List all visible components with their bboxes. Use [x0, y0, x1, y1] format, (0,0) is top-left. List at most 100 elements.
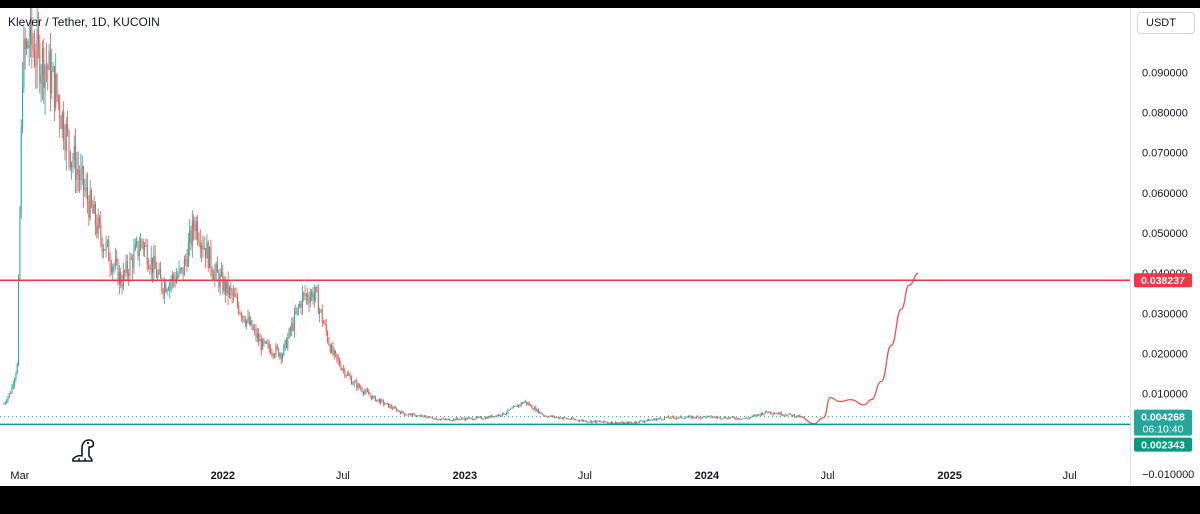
currency-selector[interactable]: USDT [1137, 12, 1195, 34]
candle-body [454, 418, 456, 421]
candle-body [584, 420, 586, 422]
candle-body [201, 245, 203, 250]
candle-body [8, 393, 10, 397]
y-tick-label: 0.070000 [1142, 148, 1188, 160]
candle-body [356, 381, 358, 388]
candle-body [437, 419, 439, 421]
candle-body [53, 66, 55, 108]
candle-body [633, 423, 635, 424]
candle-body [632, 422, 634, 424]
candle-body [173, 275, 175, 279]
candle-body [519, 404, 521, 406]
candle-body [494, 416, 496, 418]
candle-body [750, 417, 752, 418]
x-tick-label: 2022 [211, 470, 235, 482]
candle-body [344, 369, 346, 376]
candle-body [652, 419, 654, 421]
candle-body [446, 419, 448, 420]
support-price-tag-bg [1134, 437, 1192, 452]
candle-body [484, 417, 486, 419]
candle-body [3, 403, 5, 405]
candle-body [707, 415, 709, 417]
candle-body [381, 399, 383, 401]
candle-body [64, 140, 66, 151]
candle-body [252, 329, 254, 330]
candle-body [254, 329, 256, 330]
candle-body [671, 416, 673, 418]
candle-body [642, 421, 644, 423]
candle-body [502, 412, 504, 416]
candle-body [333, 350, 335, 355]
candle-body [235, 296, 237, 298]
candle-body [628, 422, 630, 425]
candle-body [530, 405, 532, 406]
candle-body [272, 353, 274, 356]
candle-body [171, 275, 173, 281]
candle-body [543, 414, 545, 416]
candle-body [719, 416, 721, 419]
candle-body [346, 373, 348, 376]
candle-body [770, 411, 772, 414]
candle-body [350, 377, 352, 385]
candle-body [223, 279, 225, 291]
candle-body [389, 405, 391, 408]
candle-body [767, 412, 769, 413]
candle-body [498, 414, 500, 416]
candle-body [199, 243, 201, 250]
candle-body [598, 421, 600, 423]
candle-body [450, 420, 452, 422]
candle-body [185, 259, 187, 261]
candle-body [100, 223, 102, 240]
chart-panel[interactable]: −0.0100000.0100000.0200000.0300000.04000… [0, 8, 1200, 486]
candle-body [695, 416, 697, 418]
candle-body [369, 394, 371, 396]
candle-body [91, 190, 93, 206]
candle-body [606, 422, 608, 423]
candle-body [77, 169, 79, 175]
candle-body [492, 416, 494, 418]
candle-body [116, 259, 118, 261]
candle-body [31, 16, 33, 46]
projection-drawing-line[interactable] [799, 272, 919, 425]
candle-body [394, 407, 396, 409]
candle-body [75, 145, 77, 181]
candle-body [563, 417, 565, 419]
candle-body [384, 404, 386, 405]
candle-body [110, 266, 112, 272]
candle-body [296, 307, 298, 313]
resistance-price-tag-bg [1134, 273, 1192, 288]
candle-body [364, 391, 366, 394]
candle-body [7, 396, 9, 401]
candle-body [549, 415, 551, 417]
candle-body [657, 418, 659, 420]
candle-body [353, 381, 355, 384]
candle-body [266, 341, 268, 344]
candle-body [609, 422, 611, 424]
symbol-title[interactable]: Klever / Tether, 1D, KUCOIN [8, 15, 160, 29]
candle-body [198, 239, 200, 244]
candle-body [157, 273, 159, 278]
candle-body [222, 271, 224, 291]
candle-body [573, 419, 575, 420]
candle-body [689, 416, 691, 417]
candle-body [130, 258, 132, 260]
candle-body [763, 413, 765, 415]
candle-body [443, 418, 445, 420]
candle-body [516, 405, 518, 408]
candle-body [752, 415, 754, 417]
candle-body [694, 417, 696, 419]
candle-body [658, 417, 660, 419]
candle-body [653, 418, 655, 420]
candle-body [10, 393, 12, 394]
candle-body [677, 417, 679, 419]
candle-body [442, 418, 444, 420]
price-chart[interactable]: −0.0100000.0100000.0200000.0300000.04000… [0, 8, 1200, 486]
candle-body [79, 174, 81, 181]
candle-body [531, 405, 533, 409]
candle-body [596, 420, 598, 423]
candle-body [243, 316, 245, 322]
candle-body [665, 417, 667, 419]
candle-body [548, 416, 550, 418]
candle-body [183, 259, 185, 276]
tradingview-dino-icon[interactable] [70, 436, 98, 464]
